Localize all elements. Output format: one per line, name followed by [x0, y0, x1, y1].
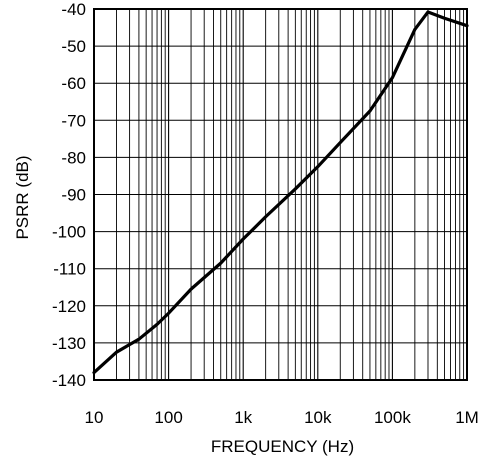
y-tick-label: -110 — [53, 260, 86, 279]
y-tick-labels: -40 -50 -60 -70 -80 -90 -100 -110 -120 -130 -140 — [52, 0, 86, 390]
x-tick-label: 100k — [374, 408, 411, 427]
y-tick-label: -60 — [61, 74, 86, 93]
psrr-series-line — [92, 10, 469, 375]
x-tick-label: 1M — [455, 408, 479, 427]
x-axis-title: FREQUENCY (Hz) — [211, 437, 354, 456]
y-tick-label: -120 — [52, 297, 86, 316]
y-tick-label: -50 — [61, 37, 86, 56]
x-tick-label: 10 — [85, 408, 104, 427]
y-tick-label: -130 — [52, 334, 86, 353]
y-tick-label: -100 — [52, 223, 86, 242]
x-tick-label: 100 — [154, 408, 182, 427]
y-tick-label: -40 — [61, 0, 86, 19]
y-tick-label: -80 — [61, 148, 86, 167]
y-tick-label: -140 — [52, 371, 86, 390]
y-tick-label: -70 — [61, 111, 86, 130]
x-tick-label: 10k — [304, 408, 332, 427]
series-layer — [92, 10, 469, 375]
plot-frame — [93, 8, 468, 381]
x-tick-label: 1k — [234, 408, 252, 427]
y-gridlines — [94, 45, 467, 344]
y-axis-title: PSRR (dB) — [13, 155, 32, 239]
x-tick-labels: 10 100 1k 10k 100k 1M — [85, 408, 479, 427]
y-tick-label: -90 — [61, 186, 86, 205]
